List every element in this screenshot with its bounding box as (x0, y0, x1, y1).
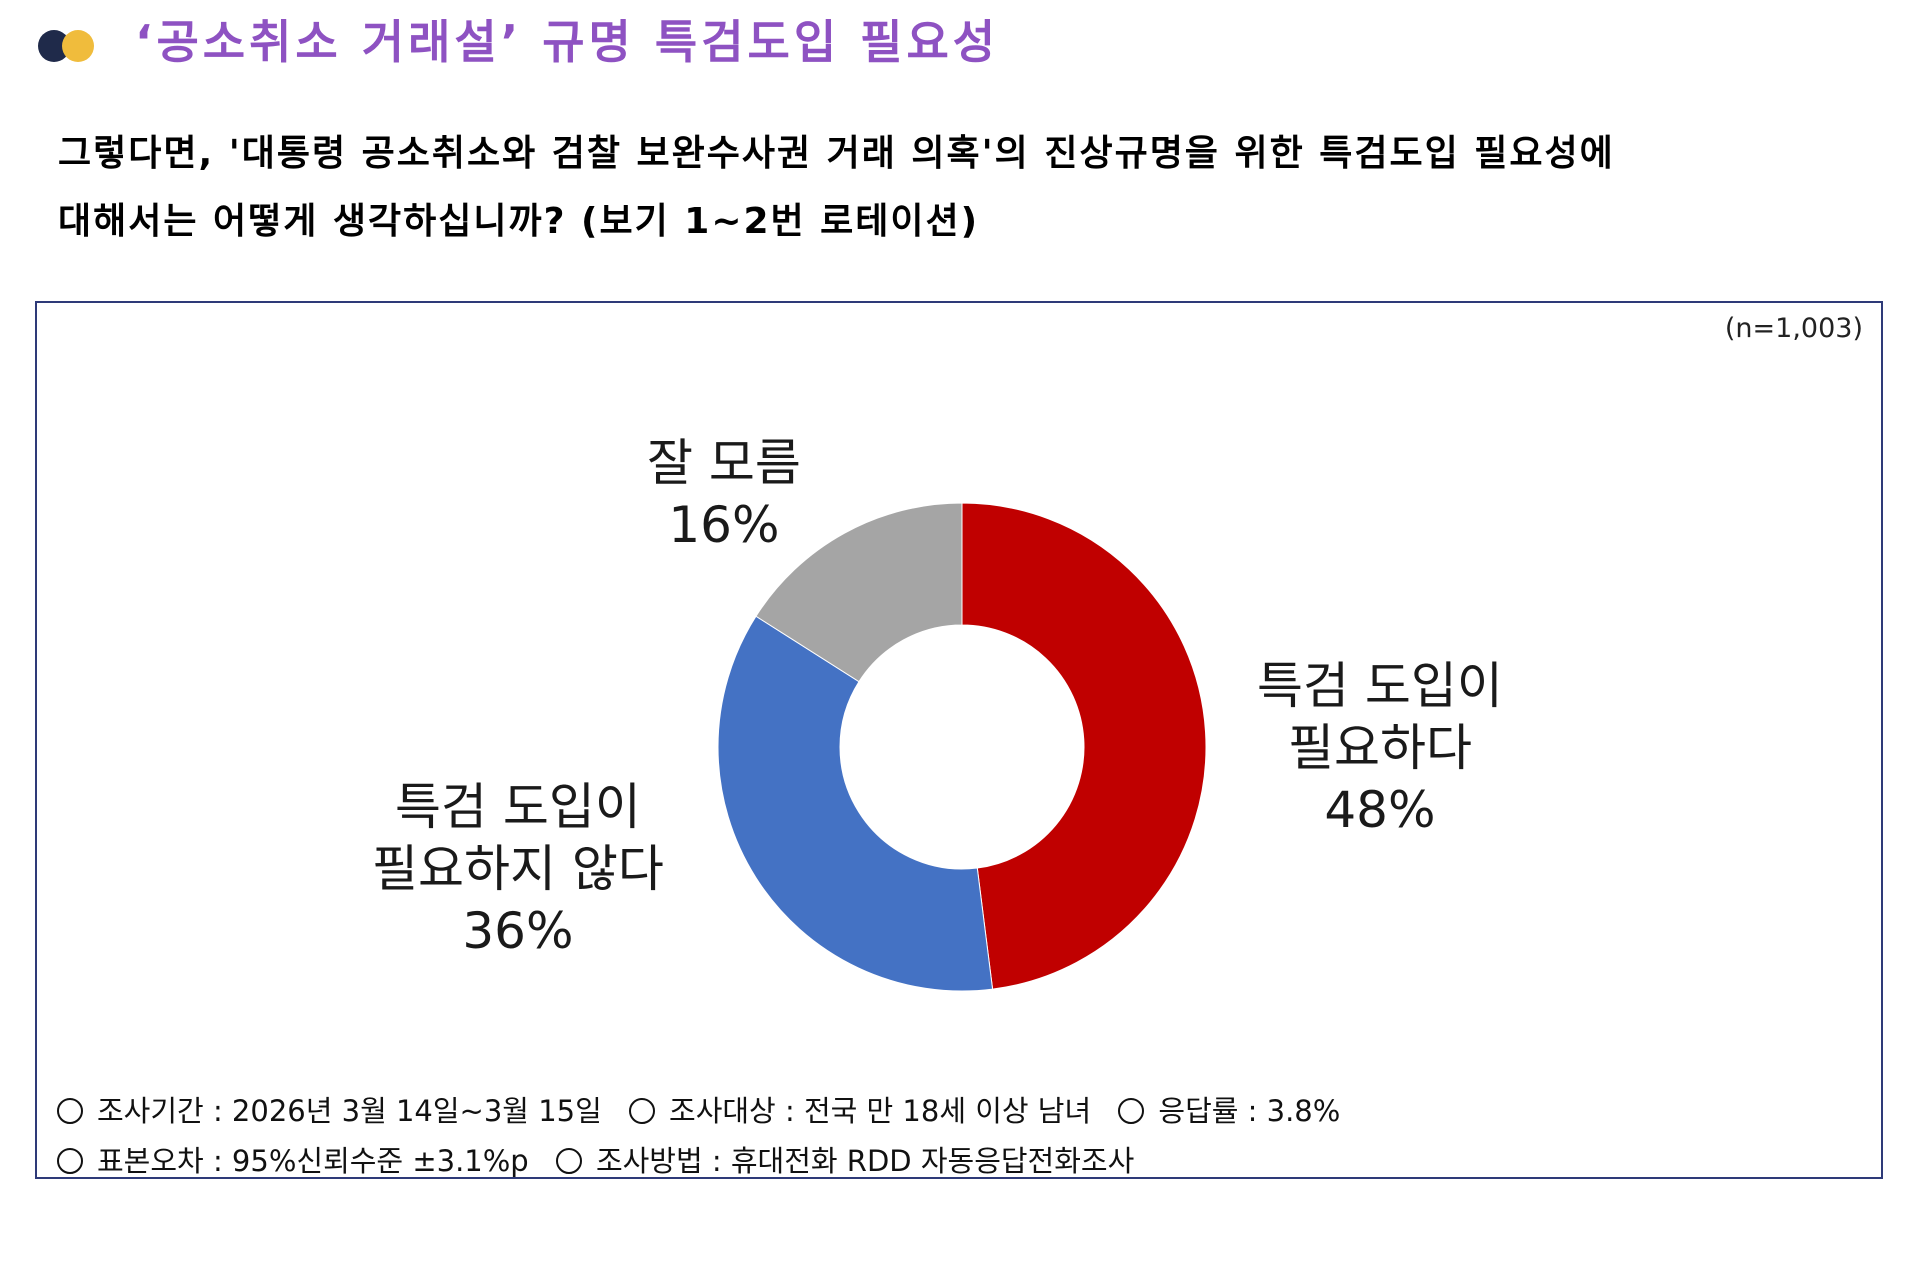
slice-label-need-line-2: 필요하다 (1287, 719, 1472, 777)
slice-value-dont-know: 16% (668, 496, 780, 554)
sample-size: (n=1,003) (1724, 313, 1863, 344)
chart-panel: (n=1,003) 특검 도입이 필요하다 48% 특검 도입이 필요하지 않다… (35, 301, 1883, 1179)
donut-slices (717, 502, 1207, 992)
footnote-line-1: 조사기간 : 2026년 3월 14일~3월 15일 조사대상 : 전국 만 1… (57, 1086, 1340, 1136)
donut-chart (717, 502, 1207, 992)
question-line-1: 그렇다면, '대통령 공소취소와 검찰 보완수사권 거래 의혹'의 진상규명을 … (58, 133, 1615, 174)
slice-label-dont-know: 잘 모름 16% (647, 432, 801, 556)
slice-label-need-line-1: 특검 도입이 (1257, 657, 1503, 715)
footnote-margin: 표본오차 : 95%신뢰수준 ±3.1%p (97, 1144, 529, 1178)
circle-bullet-icon (629, 1098, 656, 1124)
slice-value-not-need: 36% (462, 902, 574, 960)
survey-footnotes: 조사기간 : 2026년 3월 14일~3월 15일 조사대상 : 전국 만 1… (57, 1086, 1340, 1186)
footnote-line-2: 표본오차 : 95%신뢰수준 ±3.1%p 조사방법 : 휴대전화 RDD 자동… (57, 1136, 1340, 1186)
footnote-target: 조사대상 : 전국 만 18세 이상 남녀 (669, 1094, 1092, 1128)
donut-slice-not_need (717, 615, 994, 992)
survey-question: 그렇다면, '대통령 공소취소와 검찰 보완수사권 거래 의혹'의 진상규명을 … (58, 120, 1858, 256)
footnote-period: 조사기간 : 2026년 3월 14일~3월 15일 (97, 1094, 602, 1128)
donut-slice-need (961, 502, 1207, 990)
page-title: ‘공소취소 거래설’ 규명 특검도입 필요성 (135, 15, 1000, 69)
circle-bullet-icon (1118, 1098, 1145, 1124)
slice-label-not-need-line-2: 필요하지 않다 (372, 840, 664, 898)
circle-bullet-icon (57, 1148, 83, 1174)
slice-label-not-need: 특검 도입이 필요하지 않다 36% (372, 776, 664, 962)
logo (38, 24, 102, 62)
footnote-method: 조사방법 : 휴대전화 RDD 자동응답전화조사 (595, 1144, 1135, 1178)
slice-label-not-need-line-1: 특검 도입이 (395, 778, 641, 836)
slice-label-dont-know-line-1: 잘 모름 (647, 434, 801, 492)
slice-label-need: 특검 도입이 필요하다 48% (1257, 655, 1503, 841)
circle-bullet-icon (555, 1148, 582, 1174)
slice-value-need: 48% (1324, 781, 1436, 839)
circle-bullet-icon (57, 1098, 83, 1124)
footnote-response-rate: 응답률 : 3.8% (1158, 1094, 1341, 1128)
donut-slice-dont_know (755, 502, 963, 683)
logo-dot-gold (62, 30, 94, 62)
question-line-2: 대해서는 어떻게 생각하십니까? (보기 1~2번 로테이션) (58, 201, 980, 242)
